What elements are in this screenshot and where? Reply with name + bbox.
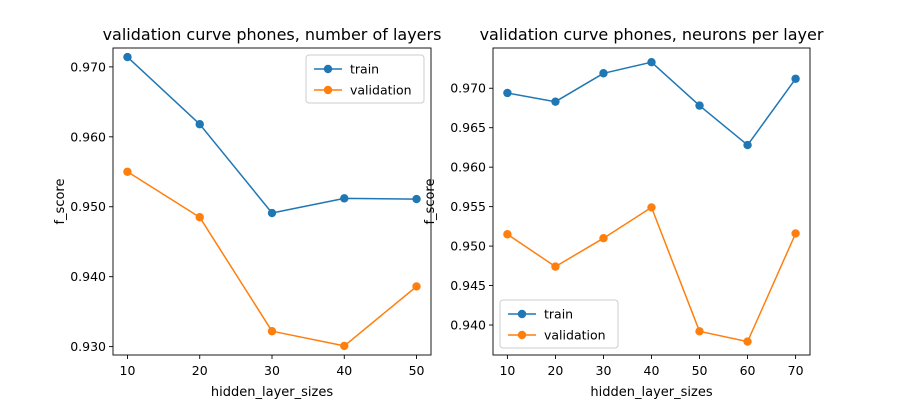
data-point-train bbox=[551, 97, 560, 106]
chart-1: validation curve phones, number of layer… bbox=[53, 25, 441, 400]
data-point-train bbox=[123, 52, 132, 62]
data-point-validation bbox=[195, 213, 204, 222]
legend-label-train: train bbox=[350, 62, 379, 77]
data-point-train bbox=[195, 120, 204, 129]
data-point-validation bbox=[647, 203, 656, 212]
y-tick-label: 0.970 bbox=[450, 81, 486, 96]
data-point-train bbox=[791, 74, 800, 83]
chart-2: validation curve phones, neurons per lay… bbox=[423, 25, 824, 400]
x-tick-label: 10 bbox=[499, 363, 515, 378]
data-point-train bbox=[412, 194, 421, 204]
x-tick-label: 50 bbox=[692, 363, 708, 378]
x-tick-label: 50 bbox=[409, 363, 425, 378]
y-axis-label: f_score bbox=[423, 178, 438, 224]
y-tick-label: 0.965 bbox=[450, 120, 486, 135]
legend: train validation bbox=[499, 299, 619, 349]
x-tick-label: 20 bbox=[547, 363, 563, 378]
legend: train validation bbox=[305, 54, 425, 104]
legend-frame bbox=[499, 299, 619, 349]
legend-label-validation: validation bbox=[350, 83, 412, 98]
legend-marker-train bbox=[323, 64, 333, 74]
y-tick-label: 0.955 bbox=[450, 199, 486, 214]
x-tick-label: 30 bbox=[264, 363, 280, 378]
y-tick-label: 0.950 bbox=[70, 199, 106, 214]
y-tick-label: 0.930 bbox=[70, 339, 106, 354]
data-point-train bbox=[695, 101, 704, 110]
legend-label-train: train bbox=[544, 307, 573, 322]
data-point-validation bbox=[599, 233, 608, 243]
data-point-train bbox=[647, 58, 656, 67]
x-tick-label: 60 bbox=[740, 363, 756, 378]
data-point-validation bbox=[695, 327, 704, 336]
x-tick-label: 10 bbox=[120, 363, 136, 378]
x-tick-label: 40 bbox=[644, 363, 660, 378]
x-axis-label: hidden_layer_sizes bbox=[590, 385, 712, 400]
chart-title: validation curve phones, neurons per lay… bbox=[480, 25, 824, 44]
data-point-train bbox=[599, 69, 608, 78]
data-point-validation bbox=[743, 337, 752, 346]
data-point-train bbox=[340, 194, 349, 203]
data-point-train bbox=[503, 88, 512, 98]
y-tick-label: 0.940 bbox=[70, 269, 106, 284]
data-point-validation bbox=[551, 262, 560, 271]
legend-frame bbox=[305, 54, 425, 104]
legend-marker-train bbox=[517, 309, 527, 319]
x-tick-label: 70 bbox=[788, 363, 804, 378]
x-tick-label: 20 bbox=[192, 363, 208, 378]
data-point-validation bbox=[267, 327, 277, 336]
data-point-validation bbox=[340, 341, 349, 351]
data-point-validation bbox=[503, 230, 512, 239]
data-point-train bbox=[743, 140, 752, 150]
chart-title: validation curve phones, number of layer… bbox=[103, 25, 442, 44]
y-tick-label: 0.950 bbox=[450, 239, 486, 254]
data-point-validation bbox=[412, 282, 421, 291]
y-axis-label: f_score bbox=[53, 178, 68, 224]
legend-marker-validation bbox=[323, 85, 333, 95]
data-point-validation bbox=[791, 229, 800, 238]
data-point-validation bbox=[123, 167, 132, 176]
legend-marker-validation bbox=[517, 330, 527, 340]
x-tick-label: 40 bbox=[336, 363, 352, 378]
charts-root: validation curve phones, number of layer… bbox=[53, 25, 824, 400]
y-tick-label: 0.960 bbox=[450, 160, 486, 175]
y-tick-label: 0.940 bbox=[450, 318, 486, 333]
x-tick-label: 30 bbox=[596, 363, 612, 378]
y-tick-label: 0.945 bbox=[450, 278, 486, 293]
data-point-train bbox=[267, 208, 277, 218]
legend-label-validation: validation bbox=[544, 328, 606, 343]
x-axis-label: hidden_layer_sizes bbox=[211, 385, 333, 400]
y-tick-label: 0.960 bbox=[70, 129, 106, 144]
y-tick-label: 0.970 bbox=[70, 59, 106, 74]
